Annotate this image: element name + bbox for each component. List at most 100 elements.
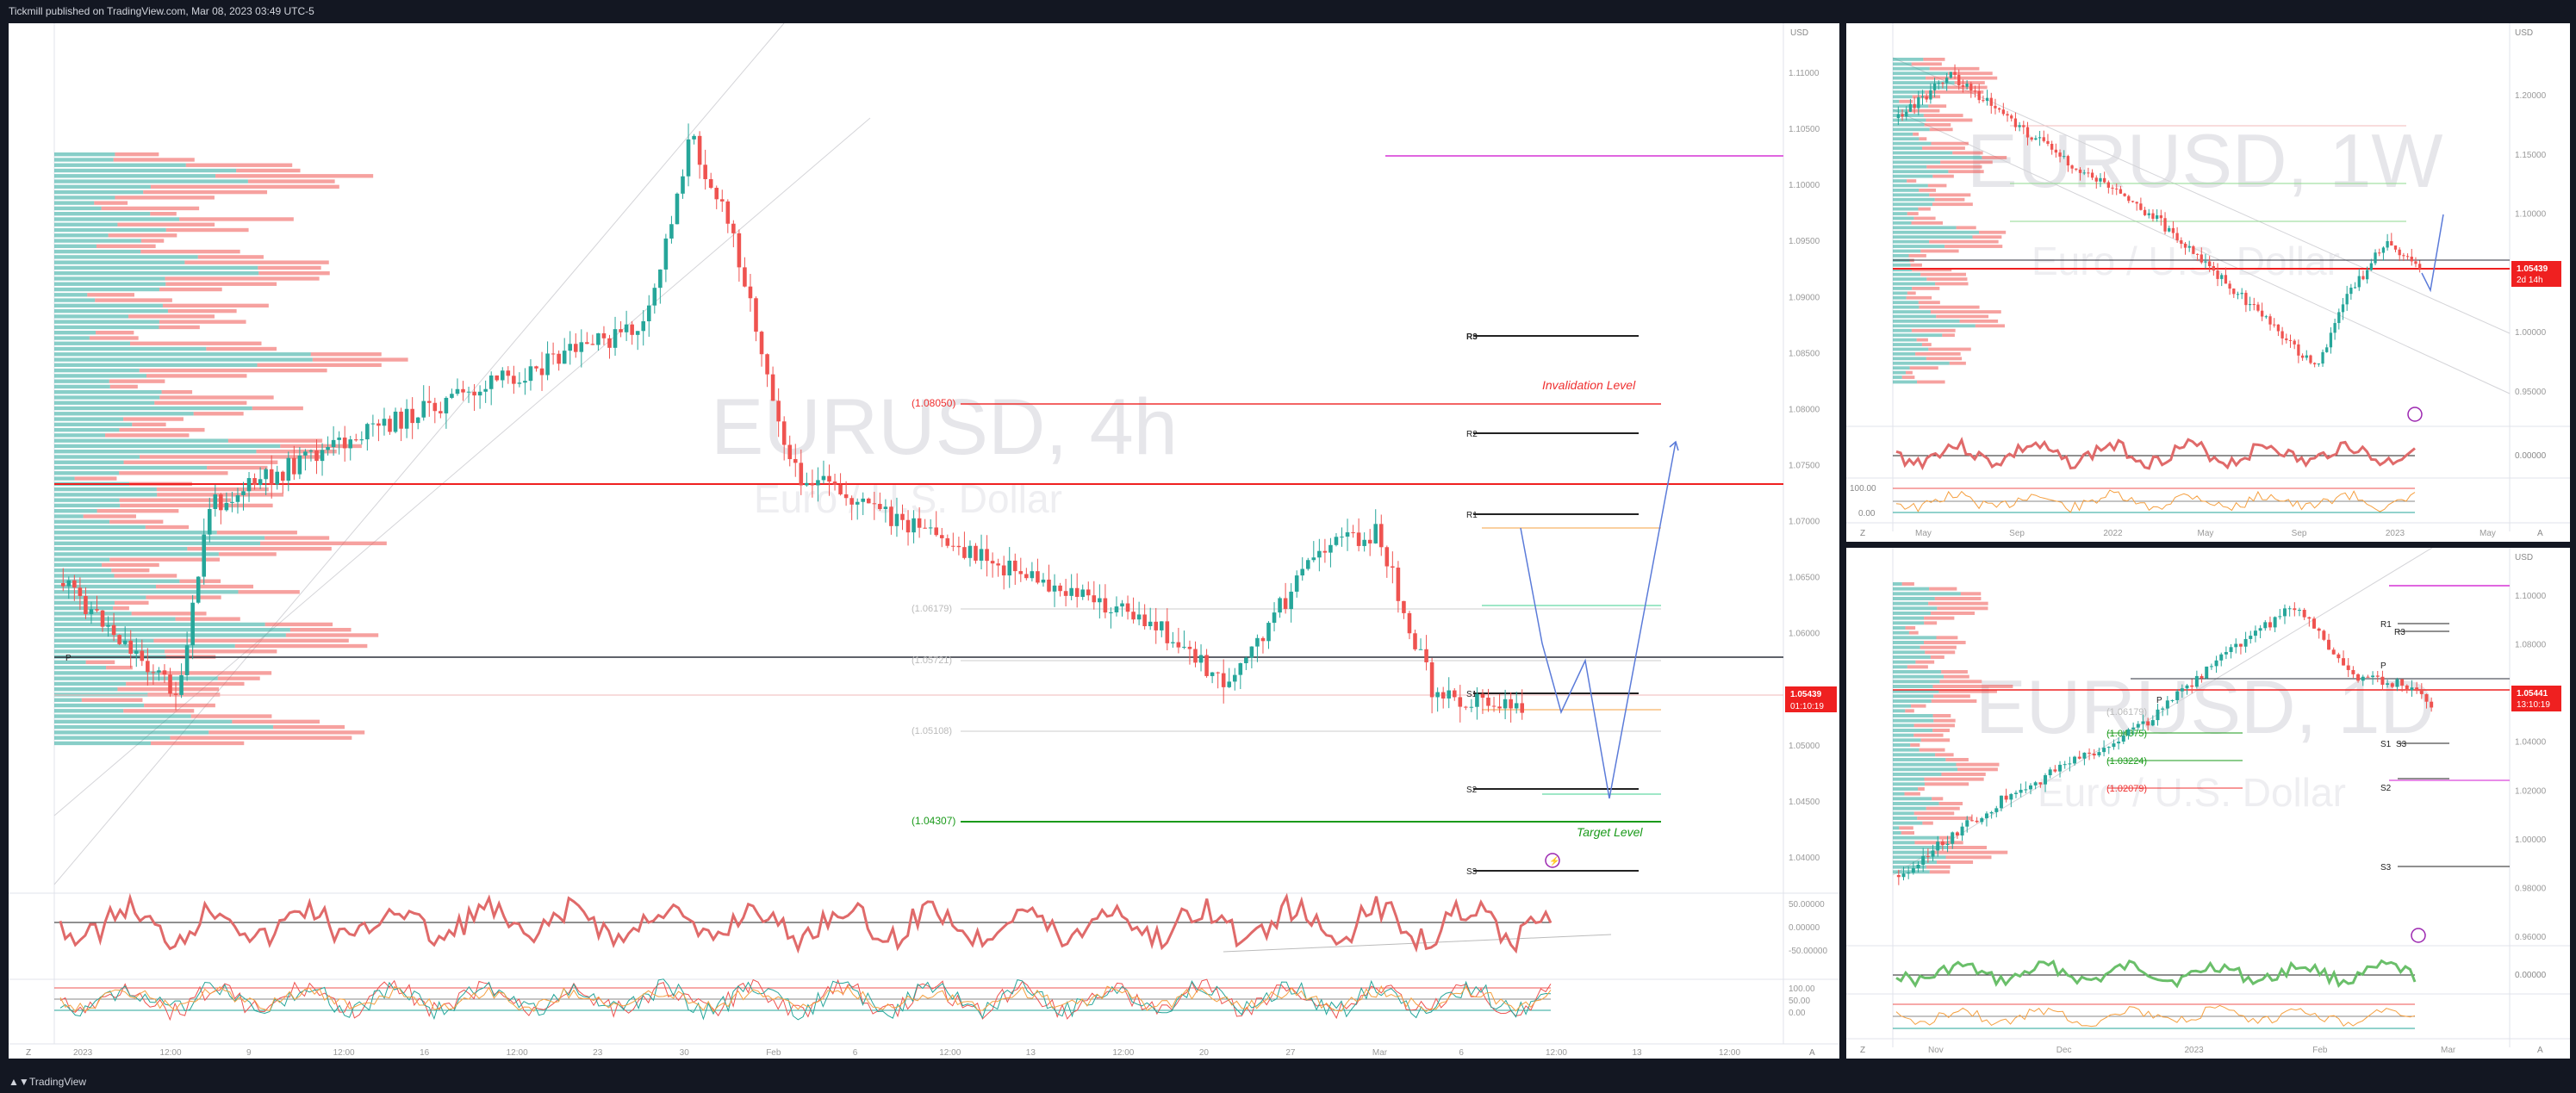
d-zoom-reset-button[interactable]: Z [1860,1046,1865,1055]
vp-bar-up [54,227,166,233]
w-lightning-icon[interactable] [2407,407,2423,422]
w-zoom-reset-button[interactable]: Z [1860,529,1865,538]
daily-chart-panel[interactable]: EURUSD, 1D Euro / U.S. Dollar R1 R3 P P … [1846,548,2570,1059]
candle-body [2378,252,2381,254]
candle-body [2013,792,2018,794]
vp-bar-down [1936,860,1974,864]
candle-body [1960,826,1964,836]
vp-bar-down [147,692,221,697]
candle-body [2019,789,2023,793]
candle-body [1176,642,1181,648]
osc2-scale-tick: 50.00 [1789,997,1810,1006]
vp-bar-up [1893,855,1946,860]
candle-body [1227,681,1232,687]
w-price-scale[interactable]: 1.200001.150001.100001.050001.000000.950… [2515,91,2547,397]
vp-bar-up [54,346,207,351]
vp-bar-down [257,363,382,368]
vp-bar-up [1893,118,1926,122]
vp-bar-up [1893,239,1930,244]
d-auto-scale-button[interactable]: A [2537,1046,2543,1055]
candle-body [1092,595,1097,603]
vp-bar-down [1929,239,1999,244]
main-chart-panel[interactable]: EURUSD, 4h Euro / U.S. Dollar R3 R2 R1 S… [9,23,1839,1059]
vp-bar-up [54,249,141,254]
main-chart-canvas[interactable]: EURUSD, 4h Euro / U.S. Dollar R3 R2 R1 S… [9,23,1839,1059]
vp-bar-down [1922,146,1965,150]
d-time-scale-tick: Nov [1928,1046,1944,1055]
candle-body [894,513,899,526]
candle-body [619,329,623,332]
candle-body [2232,289,2236,295]
candle-body [488,375,494,389]
vp-bar-up [1893,860,1937,864]
auto-scale-button[interactable]: A [1809,1048,1815,1058]
vp-bar-up [1893,758,1946,761]
candle-body [157,670,161,673]
candle-body [956,545,961,548]
d-time-scale[interactable]: Nov Dec 2023 Feb Mar [1928,1046,2456,1055]
vp-bar-down [150,212,177,216]
vp-bar-down [1932,714,1951,717]
vp-bar-down [1924,123,1951,127]
vp-bar-down [115,196,215,200]
time-scale-tick: 12:00 [1546,1048,1567,1058]
candle-body [2033,782,2038,786]
d-lightning-icon[interactable] [2411,928,2426,943]
price-scale[interactable]: 1.11000 1.10500 1.10000 1.09500 1.09000 1.085… [1789,69,1820,863]
candle-body [128,640,134,655]
time-scale[interactable]: 2023 12:00 9 12:00 16 12:00 23 30 Feb 6 12:00 13 12:… [73,1048,1740,1058]
candle-body [1063,591,1068,596]
vp-bar-down [96,509,179,513]
candle-body [89,609,94,614]
candle-body [269,469,274,485]
candle-body [2216,270,2219,279]
candle-body [1232,674,1237,682]
d-price-scale-tick: 1.02000 [2515,786,2547,796]
vp-bar-down [1938,689,1997,693]
w-auto-scale-button[interactable]: A [2537,529,2543,538]
osc2-line-d [59,978,1552,1021]
candle-body [1901,873,1906,878]
tradingview-logo-icon[interactable]: ▲▼ [9,1076,29,1088]
weekly-chart-panel[interactable]: EURUSD, 1W Euro / U.S. Dollar 1.20000 1.1… [1846,23,2570,542]
candle-body [2187,245,2191,248]
weekly-chart-canvas[interactable]: EURUSD, 1W Euro / U.S. Dollar 1.200001.1… [1846,23,2570,542]
vp-bar-up [1893,291,1907,295]
candle-body [184,645,190,675]
candle-body [1940,841,1944,845]
projection-path [1520,441,1677,799]
w-time-scale[interactable]: May Sep 2022 May Sep 2023 May [1915,529,2496,538]
vp-bar-down [1957,767,1998,772]
vp-bar-up [54,374,146,378]
footer-bar: ▲▼ TradingView [0,1069,2576,1093]
vp-bar-up [1893,295,1907,300]
candle-body [60,583,65,587]
daily-chart-canvas[interactable]: EURUSD, 1D Euro / U.S. Dollar R1 R3 P P … [1846,548,2570,1059]
candle-body [585,342,589,345]
candle-body [658,269,663,289]
candle-body [1334,537,1339,545]
vp-bar-down [87,293,134,297]
lightning-icon[interactable] [1545,853,1560,868]
vp-bar-up [1893,636,1937,640]
candle-body [2430,701,2434,708]
vp-bar-up [1893,704,1912,708]
vp-bar-up [1893,268,1913,272]
candle-body [2135,202,2138,204]
d-price-scale[interactable]: 1.100001.080001.060001.040001.020001.000… [2515,592,2547,942]
candle-body [2342,658,2346,666]
time-scale-tick: 12:00 [1719,1048,1740,1058]
candle-body [111,624,116,636]
d-countdown: 13:10:19 [2517,700,2550,710]
candle-body [2058,764,2063,772]
zoom-reset-button[interactable]: Z [26,1048,31,1058]
vp-bar-up [1893,109,1908,113]
vp-bar-down [1932,202,1973,207]
candle-body [1391,566,1395,568]
candle-body [2345,294,2349,305]
candle-body [2068,763,2072,765]
candle-body [2402,255,2405,257]
candle-body [1486,697,1490,706]
vp-bar-up [54,595,146,599]
candle-body [2087,172,2090,174]
